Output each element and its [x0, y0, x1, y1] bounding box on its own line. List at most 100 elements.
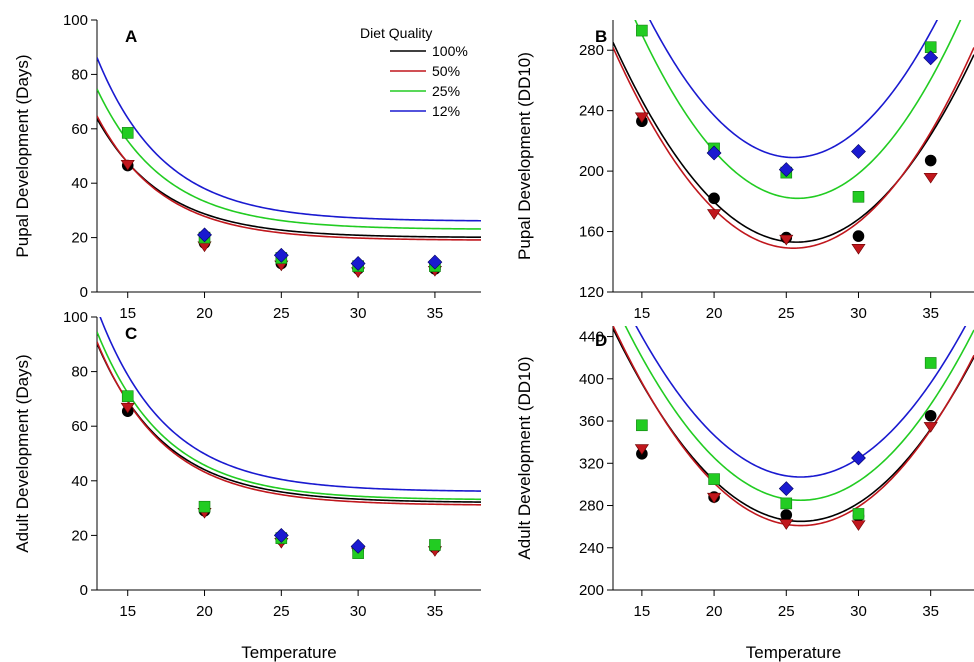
fit-curves — [97, 309, 481, 505]
x-tick-label: 20 — [706, 603, 723, 620]
legend-entry: 50% — [390, 63, 460, 79]
x-tick-label: 20 — [706, 305, 723, 322]
fit-curve-100pct — [97, 343, 481, 502]
panel-D: 200 240 280 320 360 400 440 15 20 25 30 35 D Adult De… — [515, 281, 974, 620]
panel-label: C — [125, 324, 137, 343]
data-point-12pct — [779, 482, 793, 496]
x-axis-title: Temperature — [746, 643, 841, 662]
y-tick-label: 60 — [71, 121, 88, 138]
y-tick-label: 200 — [579, 582, 604, 599]
y-tick-label: 240 — [579, 540, 604, 557]
fit-curve-100pct — [613, 42, 974, 242]
y-tick-label: 280 — [579, 498, 604, 515]
data-point-12pct — [851, 144, 865, 158]
x-tick-label: 30 — [850, 305, 867, 322]
data-point-25pct — [122, 127, 133, 138]
panel-label: B — [595, 27, 607, 46]
x-tick-label: 15 — [119, 603, 136, 620]
fit-curves — [97, 58, 481, 240]
panel-label: D — [595, 331, 607, 350]
y-tick-label: 80 — [71, 66, 88, 83]
fit-curve-25pct — [97, 89, 481, 229]
x-tick-label: 35 — [922, 603, 939, 620]
y-tick-label: 60 — [71, 418, 88, 435]
y-tick-label: 80 — [71, 364, 88, 381]
x-tick-label: 15 — [634, 603, 651, 620]
legend-entry: 25% — [390, 83, 460, 99]
x-tick-label: 30 — [850, 603, 867, 620]
panel-C: 0 20 40 60 80 100 15 20 25 30 35 C Adult Development… — [13, 309, 481, 662]
x-tick-label: 25 — [273, 305, 290, 322]
fit-curve-25pct — [97, 332, 481, 499]
legend-label: 50% — [432, 63, 460, 79]
data-point-25pct — [122, 391, 133, 402]
fit-curve-25pct — [613, 300, 974, 500]
legend-entry: 100% — [390, 43, 468, 59]
legend-entry: 12% — [390, 103, 460, 119]
y-tick-label: 100 — [63, 12, 88, 29]
fit-curve-50pct — [613, 47, 974, 248]
x-tick-label: 35 — [427, 603, 444, 620]
y-tick-label: 320 — [579, 455, 604, 472]
fit-curves — [613, 0, 974, 248]
data-point-25pct — [429, 539, 440, 550]
data-point-50pct — [924, 422, 937, 432]
y-axis-title: Pupal Development (DD10) — [515, 52, 534, 260]
x-tick-label: 35 — [922, 305, 939, 322]
data-point-100pct — [853, 231, 864, 242]
data-point-100pct — [925, 410, 936, 421]
y-tick-label: 200 — [579, 163, 604, 180]
x-tick-label: 25 — [273, 603, 290, 620]
y-tick-label: 0 — [80, 284, 88, 301]
data-point-50pct — [852, 244, 865, 254]
y-tick-label: 20 — [71, 230, 88, 247]
x-tick-label: 20 — [196, 603, 213, 620]
x-tick-label: 30 — [350, 603, 367, 620]
legend-title: Diet Quality — [360, 25, 432, 41]
x-tick-label: 20 — [196, 305, 213, 322]
y-axis-title: Adult Development (DD10) — [515, 356, 534, 559]
x-tick-label: 25 — [778, 603, 795, 620]
data-point-100pct — [925, 155, 936, 166]
data-point-100pct — [781, 510, 792, 521]
x-tick-label: 15 — [634, 305, 651, 322]
data-point-50pct — [924, 173, 937, 183]
data-point-25pct — [199, 501, 210, 512]
fit-curve-12pct — [97, 309, 481, 491]
y-tick-label: 360 — [579, 413, 604, 430]
fit-curve-50pct — [613, 326, 974, 526]
legend-entries: 100% 50% 25% 12% — [390, 43, 468, 119]
y-tick-label: 40 — [71, 175, 88, 192]
y-tick-label: 0 — [80, 582, 88, 599]
data-point-50pct — [852, 521, 865, 531]
panel-label: A — [125, 27, 137, 46]
legend: Diet Quality 100% 50% 25% 12% — [360, 25, 468, 119]
y-tick-label: 400 — [579, 371, 604, 388]
fit-curve-12pct — [97, 58, 481, 221]
y-tick-label: 120 — [579, 284, 604, 301]
legend-label: 12% — [432, 103, 460, 119]
y-tick-label: 100 — [63, 309, 88, 326]
panel-A: 0 20 40 60 80 100 15 20 25 30 35 A Pupal Development… — [13, 12, 481, 322]
data-point-12pct — [851, 451, 865, 465]
x-tick-label: 30 — [350, 305, 367, 322]
y-tick-label: 40 — [71, 473, 88, 490]
y-tick-label: 20 — [71, 527, 88, 544]
data-point-25pct — [853, 508, 864, 519]
data-point-25pct — [636, 25, 647, 36]
data-point-25pct — [636, 420, 647, 431]
data-point-25pct — [853, 191, 864, 202]
x-tick-label: 25 — [778, 305, 795, 322]
x-tick-label: 35 — [427, 305, 444, 322]
data-point-25pct — [781, 498, 792, 509]
y-tick-label: 160 — [579, 224, 604, 241]
data-point-25pct — [709, 474, 720, 485]
fit-curve-25pct — [613, 0, 974, 198]
panels: 0 20 40 60 80 100 15 20 25 30 35 A Pupal Development… — [13, 0, 974, 662]
data-point-25pct — [925, 357, 936, 368]
legend-label: 25% — [432, 83, 460, 99]
x-axis-title: Temperature — [241, 643, 336, 662]
y-axis-title: Pupal Development (Days) — [13, 54, 32, 257]
data-point-100pct — [709, 193, 720, 204]
